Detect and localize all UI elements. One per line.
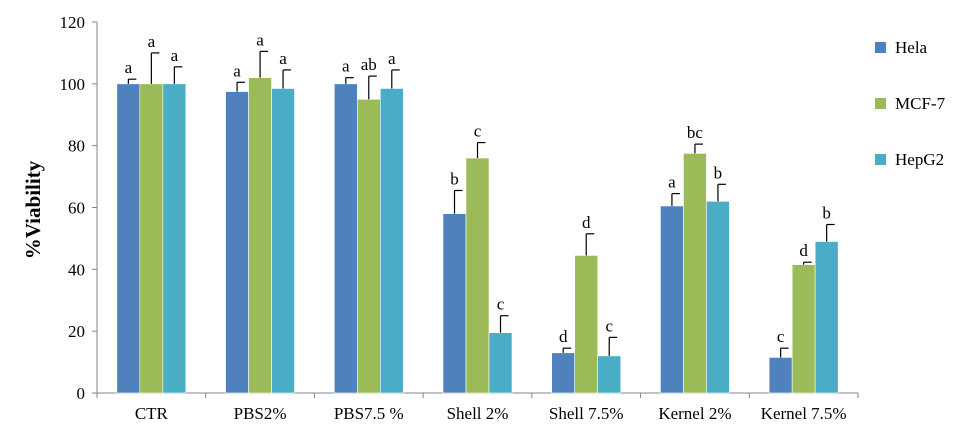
significance-letter: a (256, 30, 264, 49)
significance-letter: c (777, 327, 785, 346)
bar-hepg2 (488, 332, 513, 394)
bar-hela (660, 205, 684, 394)
bar-mcf-7 (139, 83, 164, 394)
legend-label: MCF-7 (895, 94, 946, 113)
bar-hela (116, 83, 141, 394)
y-tick-label: 40 (68, 260, 85, 279)
x-category-label: PBS2% (234, 404, 287, 423)
significance-letter: a (148, 32, 156, 51)
y-tick-label: 0 (77, 384, 86, 403)
x-category-label: Shell 2% (447, 404, 509, 423)
bar-hepg2 (379, 88, 404, 394)
legend-label: HepG2 (895, 150, 944, 169)
bar-hela (333, 83, 358, 394)
significance-letter: a (171, 46, 179, 65)
x-category-label: Kernel 2% (658, 404, 731, 423)
bars (116, 77, 839, 394)
bar-hela (442, 213, 467, 394)
bar-hepg2 (271, 88, 295, 394)
legend: Hela MCF-7 HepG2 (875, 38, 946, 169)
legend-swatch (875, 154, 886, 165)
error-bars (127, 50, 835, 358)
significance-letter: b (450, 169, 459, 188)
bar-mcf-7 (356, 98, 381, 394)
significance-letter: a (125, 58, 133, 77)
significance-letter: c (605, 316, 613, 335)
legend-swatch (875, 98, 886, 109)
significance-letter: ab (361, 55, 377, 74)
y-tick-label: 60 (68, 199, 85, 218)
bar-mcf-7 (791, 264, 816, 394)
y-tick-label: 120 (60, 13, 86, 32)
significance-letter: a (668, 173, 676, 192)
significance-letter: b (822, 204, 831, 223)
bar-hela (225, 91, 249, 394)
axes: 0 20 40 60 80 100 120 CTR PBS2% PBS7.5 % Shell 2% S… (60, 13, 859, 423)
significance-letter: d (799, 241, 808, 260)
significance-letter: bc (687, 123, 704, 142)
legend-label: Hela (895, 38, 928, 57)
bar-hepg2 (162, 83, 187, 394)
y-tick-label: 20 (68, 322, 85, 341)
significance-letter: d (559, 327, 568, 346)
y-tick-label: 100 (60, 75, 86, 94)
significance-letter: a (233, 61, 241, 80)
legend-swatch (875, 42, 886, 53)
bar-hela (551, 352, 576, 394)
x-category-label: Shell 7.5% (549, 404, 624, 423)
bar-mcf-7 (574, 255, 599, 394)
significance-letter: d (582, 213, 591, 232)
bar-mcf-7 (248, 77, 272, 394)
bar-mcf-7 (465, 157, 490, 394)
y-axis-title: %Viability (21, 160, 45, 259)
x-category-label: CTR (135, 404, 169, 423)
bar-hepg2 (814, 241, 839, 394)
significance-letter: c (474, 122, 482, 141)
y-tick-label: 80 (68, 137, 85, 156)
x-category-label: Kernel 7.5% (761, 404, 847, 423)
significance-letter: a (279, 49, 287, 68)
bar-hepg2 (597, 355, 622, 394)
significance-letter: a (388, 49, 396, 68)
x-category-label: PBS7.5 % (334, 404, 404, 423)
bar-hepg2 (706, 201, 730, 394)
bar-mcf-7 (683, 153, 707, 394)
bar-hela (768, 357, 793, 394)
significance-letter: a (342, 57, 350, 76)
significance-letter: b (714, 163, 723, 182)
significance-letter: c (497, 295, 505, 314)
